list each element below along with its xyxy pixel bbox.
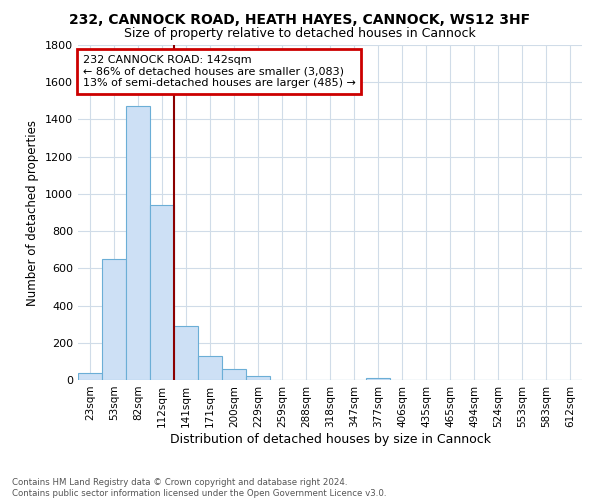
X-axis label: Distribution of detached houses by size in Cannock: Distribution of detached houses by size … [170,432,491,446]
Text: Contains HM Land Registry data © Crown copyright and database right 2024.
Contai: Contains HM Land Registry data © Crown c… [12,478,386,498]
Text: Size of property relative to detached houses in Cannock: Size of property relative to detached ho… [124,28,476,40]
Bar [222,369,246,380]
Bar [102,259,126,380]
Text: 232, CANNOCK ROAD, HEATH HAYES, CANNOCK, WS12 3HF: 232, CANNOCK ROAD, HEATH HAYES, CANNOCK,… [70,12,530,26]
Bar [246,376,270,380]
Text: 232 CANNOCK ROAD: 142sqm
← 86% of detached houses are smaller (3,083)
13% of sem: 232 CANNOCK ROAD: 142sqm ← 86% of detach… [83,55,356,88]
Bar [366,378,390,380]
Bar [198,356,222,380]
Bar [174,326,198,380]
Y-axis label: Number of detached properties: Number of detached properties [26,120,40,306]
Bar [78,372,102,380]
Bar [126,106,150,380]
Bar [150,205,174,380]
